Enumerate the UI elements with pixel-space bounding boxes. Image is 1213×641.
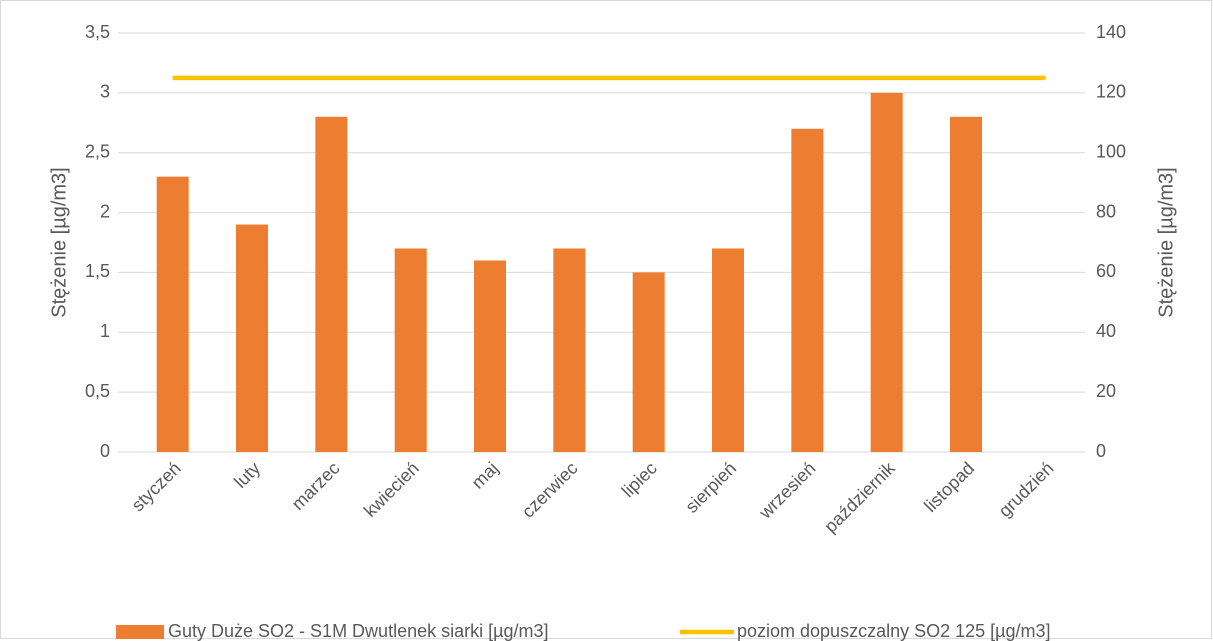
y-tick-label: 2: [100, 201, 110, 221]
bar: [950, 116, 982, 453]
y2-tick-label: 20: [1096, 381, 1116, 401]
y-axis-title: Stężenie [µg/m3]: [48, 167, 70, 318]
y-tick-label: 3: [100, 82, 110, 102]
bar: [474, 260, 506, 452]
legend-label: poziom dopuszczalny SO2 125 [µg/m3]: [737, 621, 1051, 641]
y2-tick-label: 120: [1096, 82, 1126, 102]
legend-label: Guty Duże SO2 - S1M Dwutlenek siarki [µg…: [168, 621, 549, 641]
y-tick-label: 2,5: [85, 141, 110, 161]
bar: [315, 116, 348, 453]
y2-tick-label: 140: [1096, 22, 1126, 42]
bar: [870, 92, 903, 452]
y-tick-label: 3,5: [85, 22, 110, 42]
bar: [236, 224, 268, 452]
y2-tick-label: 0: [1096, 441, 1106, 461]
y2-axis-title: Stężenie [µg/m3]: [1155, 167, 1177, 318]
bar: [156, 176, 189, 452]
bar: [632, 272, 665, 452]
y-tick-label: 1: [100, 321, 110, 341]
y2-tick-label: 40: [1096, 321, 1116, 341]
bar: [553, 248, 586, 452]
bar: [791, 128, 824, 452]
y-tick-label: 0: [100, 441, 110, 461]
y2-tick-label: 60: [1096, 261, 1116, 281]
bar: [394, 248, 427, 452]
legend-swatch: [116, 625, 164, 639]
y2-tick-label: 100: [1096, 141, 1126, 161]
y-tick-label: 1,5: [85, 261, 110, 281]
y2-tick-label: 80: [1096, 201, 1116, 221]
bar: [712, 248, 744, 452]
y-tick-label: 0,5: [85, 381, 110, 401]
